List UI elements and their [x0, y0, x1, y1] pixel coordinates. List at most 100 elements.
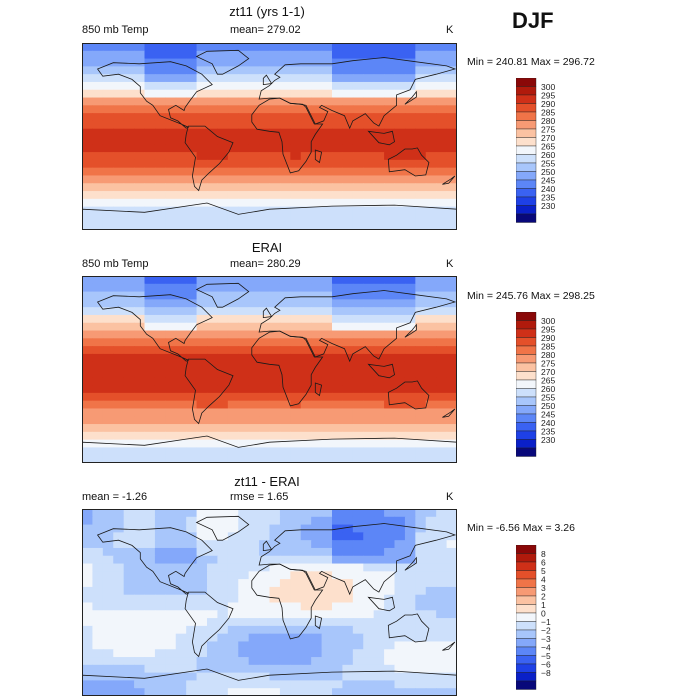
- colorbar-tick-label: −2: [541, 625, 551, 635]
- coastline: [82, 202, 457, 230]
- colorbar-swatch: [516, 561, 537, 571]
- colorbar-swatch: [516, 655, 537, 665]
- colorbar-swatch: [516, 196, 537, 206]
- colorbar-swatch: [516, 413, 537, 423]
- map-frame: [82, 43, 457, 230]
- colorbar-swatch: [516, 371, 537, 381]
- colorbar-swatch: [516, 362, 537, 372]
- panel-2-unit: K: [446, 258, 454, 270]
- coastline: [404, 556, 417, 571]
- colorbar-swatch: [516, 111, 537, 121]
- colorbar-tick-label: 265: [541, 375, 555, 385]
- panel-1-unit: K: [446, 24, 454, 36]
- colorbar-tick-label: 240: [541, 418, 555, 428]
- coastline: [184, 591, 234, 658]
- colorbar-tick-label: 295: [541, 324, 555, 334]
- panel-3-title: zt11 - ERAI: [234, 474, 300, 489]
- colorbar-tick-label: 300: [541, 82, 555, 92]
- colorbar-swatch: [516, 595, 537, 605]
- colorbar-swatch: [516, 680, 537, 690]
- colorbar-tick-label: 0: [541, 608, 546, 618]
- colorbar-swatch: [516, 604, 537, 614]
- contour-field: [82, 43, 457, 230]
- colorbar-swatch: [516, 396, 537, 406]
- colorbar-swatch: [516, 205, 537, 215]
- colorbar-swatch: [516, 86, 537, 96]
- colorbar-swatch: [516, 94, 537, 104]
- coastline: [442, 175, 456, 185]
- colorbar-swatch: [516, 337, 537, 347]
- colorbar-tick-label: 2: [541, 591, 546, 601]
- coastline: [404, 90, 417, 105]
- colorbar-tick-label: 235: [541, 192, 555, 202]
- colorbar-tick-label: 260: [541, 150, 555, 160]
- colorbar-tick-label: 240: [541, 184, 555, 194]
- colorbar-swatch: [516, 570, 537, 580]
- coastline: [314, 615, 323, 630]
- colorbar-swatch: [516, 405, 537, 415]
- season-label: DJF: [512, 8, 554, 33]
- coastline: [195, 49, 250, 75]
- colorbar-tick-label: 280: [541, 350, 555, 360]
- colorbar-tick-label: 270: [541, 367, 555, 377]
- coastline: [387, 613, 430, 643]
- panel-2-center-label: mean= 280.29: [230, 258, 301, 270]
- panel-1-map: [82, 43, 457, 230]
- colorbar-tick-label: 245: [541, 175, 555, 185]
- colorbar-swatch: [516, 354, 537, 364]
- colorbar-swatch: [516, 328, 537, 338]
- colorbar-swatch: [516, 638, 537, 648]
- colorbar-tick-label: 3: [541, 583, 546, 593]
- coastline: [82, 435, 457, 463]
- panel-1-minmax: Min = 240.81 Max = 296.72: [467, 56, 595, 68]
- colorbar-swatch: [516, 388, 537, 398]
- colorbar-swatch: [516, 145, 537, 155]
- colorbar-tick-label: −1: [541, 617, 551, 627]
- coastline: [96, 294, 213, 362]
- map-frame: [82, 276, 457, 463]
- colorbar-tick-label: 265: [541, 141, 555, 151]
- colorbar-tick-label: 1: [541, 600, 546, 610]
- colorbar-swatch: [516, 345, 537, 355]
- coastline: [195, 282, 250, 308]
- colorbar-swatch: [516, 154, 537, 164]
- colorbar-swatch: [516, 553, 537, 563]
- panel-2-title: ERAI: [251, 240, 283, 255]
- colorbar-swatch: [516, 629, 537, 639]
- coastline: [258, 523, 457, 596]
- coastline: [367, 596, 395, 612]
- colorbar-swatch: [516, 120, 537, 130]
- colorbar-tick-label: −8: [541, 668, 551, 678]
- panel-3-unit: K: [446, 491, 454, 503]
- coastline: [262, 307, 273, 319]
- colorbar-tick-label: 255: [541, 158, 555, 168]
- coastline: [251, 563, 324, 640]
- colorbar-tick-label: 230: [541, 435, 555, 445]
- colorbar-tick-label: 6: [541, 557, 546, 567]
- colorbar-swatch: [516, 171, 537, 181]
- panel-1-title: zt11 (yrs 1-1): [229, 4, 305, 19]
- panel-2-colorbar: 3002952902852802752702652602552502452402…: [516, 312, 555, 457]
- map-frame: [82, 509, 457, 696]
- coastline: [262, 74, 273, 86]
- colorbar-swatch: [516, 312, 537, 321]
- coastline: [314, 149, 323, 164]
- colorbar-tick-label: 5: [541, 566, 546, 576]
- colorbar-swatch: [516, 612, 537, 622]
- colorbar-tick-label: 290: [541, 333, 555, 343]
- panel-3-left-label: mean = -1.26: [82, 491, 148, 503]
- coastline: [251, 97, 324, 174]
- coastline: [442, 408, 456, 418]
- colorbar-swatch: [516, 545, 537, 554]
- coastline: [262, 540, 273, 552]
- colorbar-swatch: [516, 128, 537, 138]
- coastline: [96, 61, 213, 129]
- coastline: [251, 330, 324, 407]
- colorbar-tick-label: −5: [541, 651, 551, 661]
- panel-3-map: [82, 509, 457, 696]
- colorbar-tick-label: 235: [541, 426, 555, 436]
- colorbar-swatch: [516, 137, 537, 147]
- colorbar-swatch: [516, 379, 537, 389]
- colorbar-tick-label: 280: [541, 116, 555, 126]
